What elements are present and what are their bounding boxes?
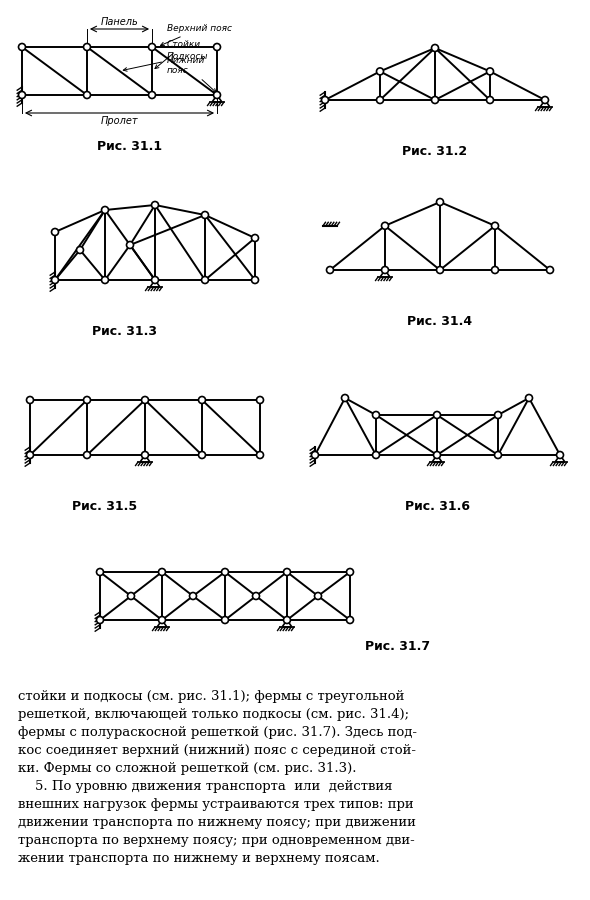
Circle shape <box>491 266 499 274</box>
Circle shape <box>487 68 493 75</box>
Circle shape <box>314 592 322 599</box>
Circle shape <box>77 247 84 254</box>
Circle shape <box>18 92 25 98</box>
Circle shape <box>251 235 258 241</box>
Circle shape <box>152 202 159 209</box>
Circle shape <box>202 212 208 219</box>
Text: ки. Фермы со сложной решеткой (см. рис. 31.3).: ки. Фермы со сложной решеткой (см. рис. … <box>18 762 356 775</box>
Circle shape <box>159 569 166 575</box>
Circle shape <box>149 92 156 98</box>
Circle shape <box>494 452 501 458</box>
Circle shape <box>101 206 109 213</box>
Circle shape <box>494 411 501 418</box>
Circle shape <box>434 452 441 458</box>
Text: внешних нагрузок фермы устраиваются трех типов: при: внешних нагрузок фермы устраиваются трех… <box>18 798 414 811</box>
Circle shape <box>431 44 438 51</box>
Circle shape <box>97 569 103 575</box>
Circle shape <box>382 266 388 274</box>
Circle shape <box>101 276 109 284</box>
Circle shape <box>84 43 90 50</box>
Circle shape <box>526 394 533 401</box>
Circle shape <box>142 452 149 458</box>
Circle shape <box>84 452 90 458</box>
Circle shape <box>284 569 290 575</box>
Circle shape <box>214 43 221 50</box>
Circle shape <box>546 266 553 274</box>
Text: Подкосы: Подкосы <box>123 52 208 71</box>
Circle shape <box>257 397 264 403</box>
Circle shape <box>376 68 384 75</box>
Text: решеткой, включающей только подкосы (см. рис. 31.4);: решеткой, включающей только подкосы (см.… <box>18 708 409 721</box>
Circle shape <box>372 411 379 418</box>
Text: жении транспорта по нижнему и верхнему поясам.: жении транспорта по нижнему и верхнему п… <box>18 852 380 865</box>
Circle shape <box>372 452 379 458</box>
Circle shape <box>51 276 58 284</box>
Circle shape <box>434 411 441 418</box>
Circle shape <box>221 616 228 624</box>
Circle shape <box>346 569 353 575</box>
Circle shape <box>221 569 228 575</box>
Circle shape <box>214 92 221 98</box>
Circle shape <box>284 616 290 624</box>
Circle shape <box>84 397 90 403</box>
Text: Рис. 31.2: Рис. 31.2 <box>402 145 467 158</box>
Circle shape <box>382 222 388 230</box>
Text: Нижний
пояс: Нижний пояс <box>167 56 216 93</box>
Circle shape <box>431 96 438 104</box>
Circle shape <box>376 96 384 104</box>
Circle shape <box>198 397 205 403</box>
Circle shape <box>257 452 264 458</box>
Text: Рис. 31.6: Рис. 31.6 <box>405 500 470 513</box>
Text: Рис. 31.3: Рис. 31.3 <box>93 325 158 338</box>
Circle shape <box>84 92 90 98</box>
Circle shape <box>556 452 563 458</box>
Text: стойки и подкосы (см. рис. 31.1); фермы с треугольной: стойки и подкосы (см. рис. 31.1); фермы … <box>18 690 404 703</box>
Circle shape <box>202 276 208 284</box>
Circle shape <box>342 394 349 401</box>
Circle shape <box>322 96 329 104</box>
Text: Рис. 31.4: Рис. 31.4 <box>408 315 473 328</box>
Circle shape <box>487 96 493 104</box>
Circle shape <box>51 229 58 236</box>
Circle shape <box>27 397 34 403</box>
Text: Рис. 31.7: Рис. 31.7 <box>365 640 430 653</box>
Text: Пролет: Пролет <box>101 116 138 126</box>
Text: кос соединяет верхний (нижний) пояс с серединой стой-: кос соединяет верхний (нижний) пояс с се… <box>18 744 416 757</box>
Circle shape <box>437 266 444 274</box>
Circle shape <box>159 616 166 624</box>
Text: Стойки: Стойки <box>155 40 201 68</box>
Circle shape <box>312 452 319 458</box>
Circle shape <box>189 592 196 599</box>
Text: транспорта по верхнему поясу; при одновременном дви-: транспорта по верхнему поясу; при одновр… <box>18 834 415 847</box>
Circle shape <box>97 616 103 624</box>
Circle shape <box>251 276 258 284</box>
Circle shape <box>18 43 25 50</box>
Circle shape <box>126 241 133 248</box>
Text: фермы с полураскосной решеткой (рис. 31.7). Здесь под-: фермы с полураскосной решеткой (рис. 31.… <box>18 726 417 739</box>
Circle shape <box>542 96 549 104</box>
Circle shape <box>27 452 34 458</box>
Circle shape <box>142 397 149 403</box>
Circle shape <box>253 592 260 599</box>
Circle shape <box>437 199 444 205</box>
Circle shape <box>326 266 333 274</box>
Circle shape <box>149 43 156 50</box>
Text: Рис. 31.5: Рис. 31.5 <box>73 500 137 513</box>
Circle shape <box>152 276 159 284</box>
Text: Верхний пояс: Верхний пояс <box>160 24 232 46</box>
Text: 5. По уровню движения транспорта  или  действия: 5. По уровню движения транспорта или дей… <box>18 780 392 793</box>
Text: Панель: Панель <box>101 17 139 27</box>
Circle shape <box>198 452 205 458</box>
Text: движении транспорта по нижнему поясу; при движении: движении транспорта по нижнему поясу; пр… <box>18 816 416 829</box>
Circle shape <box>491 222 499 230</box>
Text: Рис. 31.1: Рис. 31.1 <box>97 140 162 153</box>
Circle shape <box>127 592 135 599</box>
Circle shape <box>346 616 353 624</box>
